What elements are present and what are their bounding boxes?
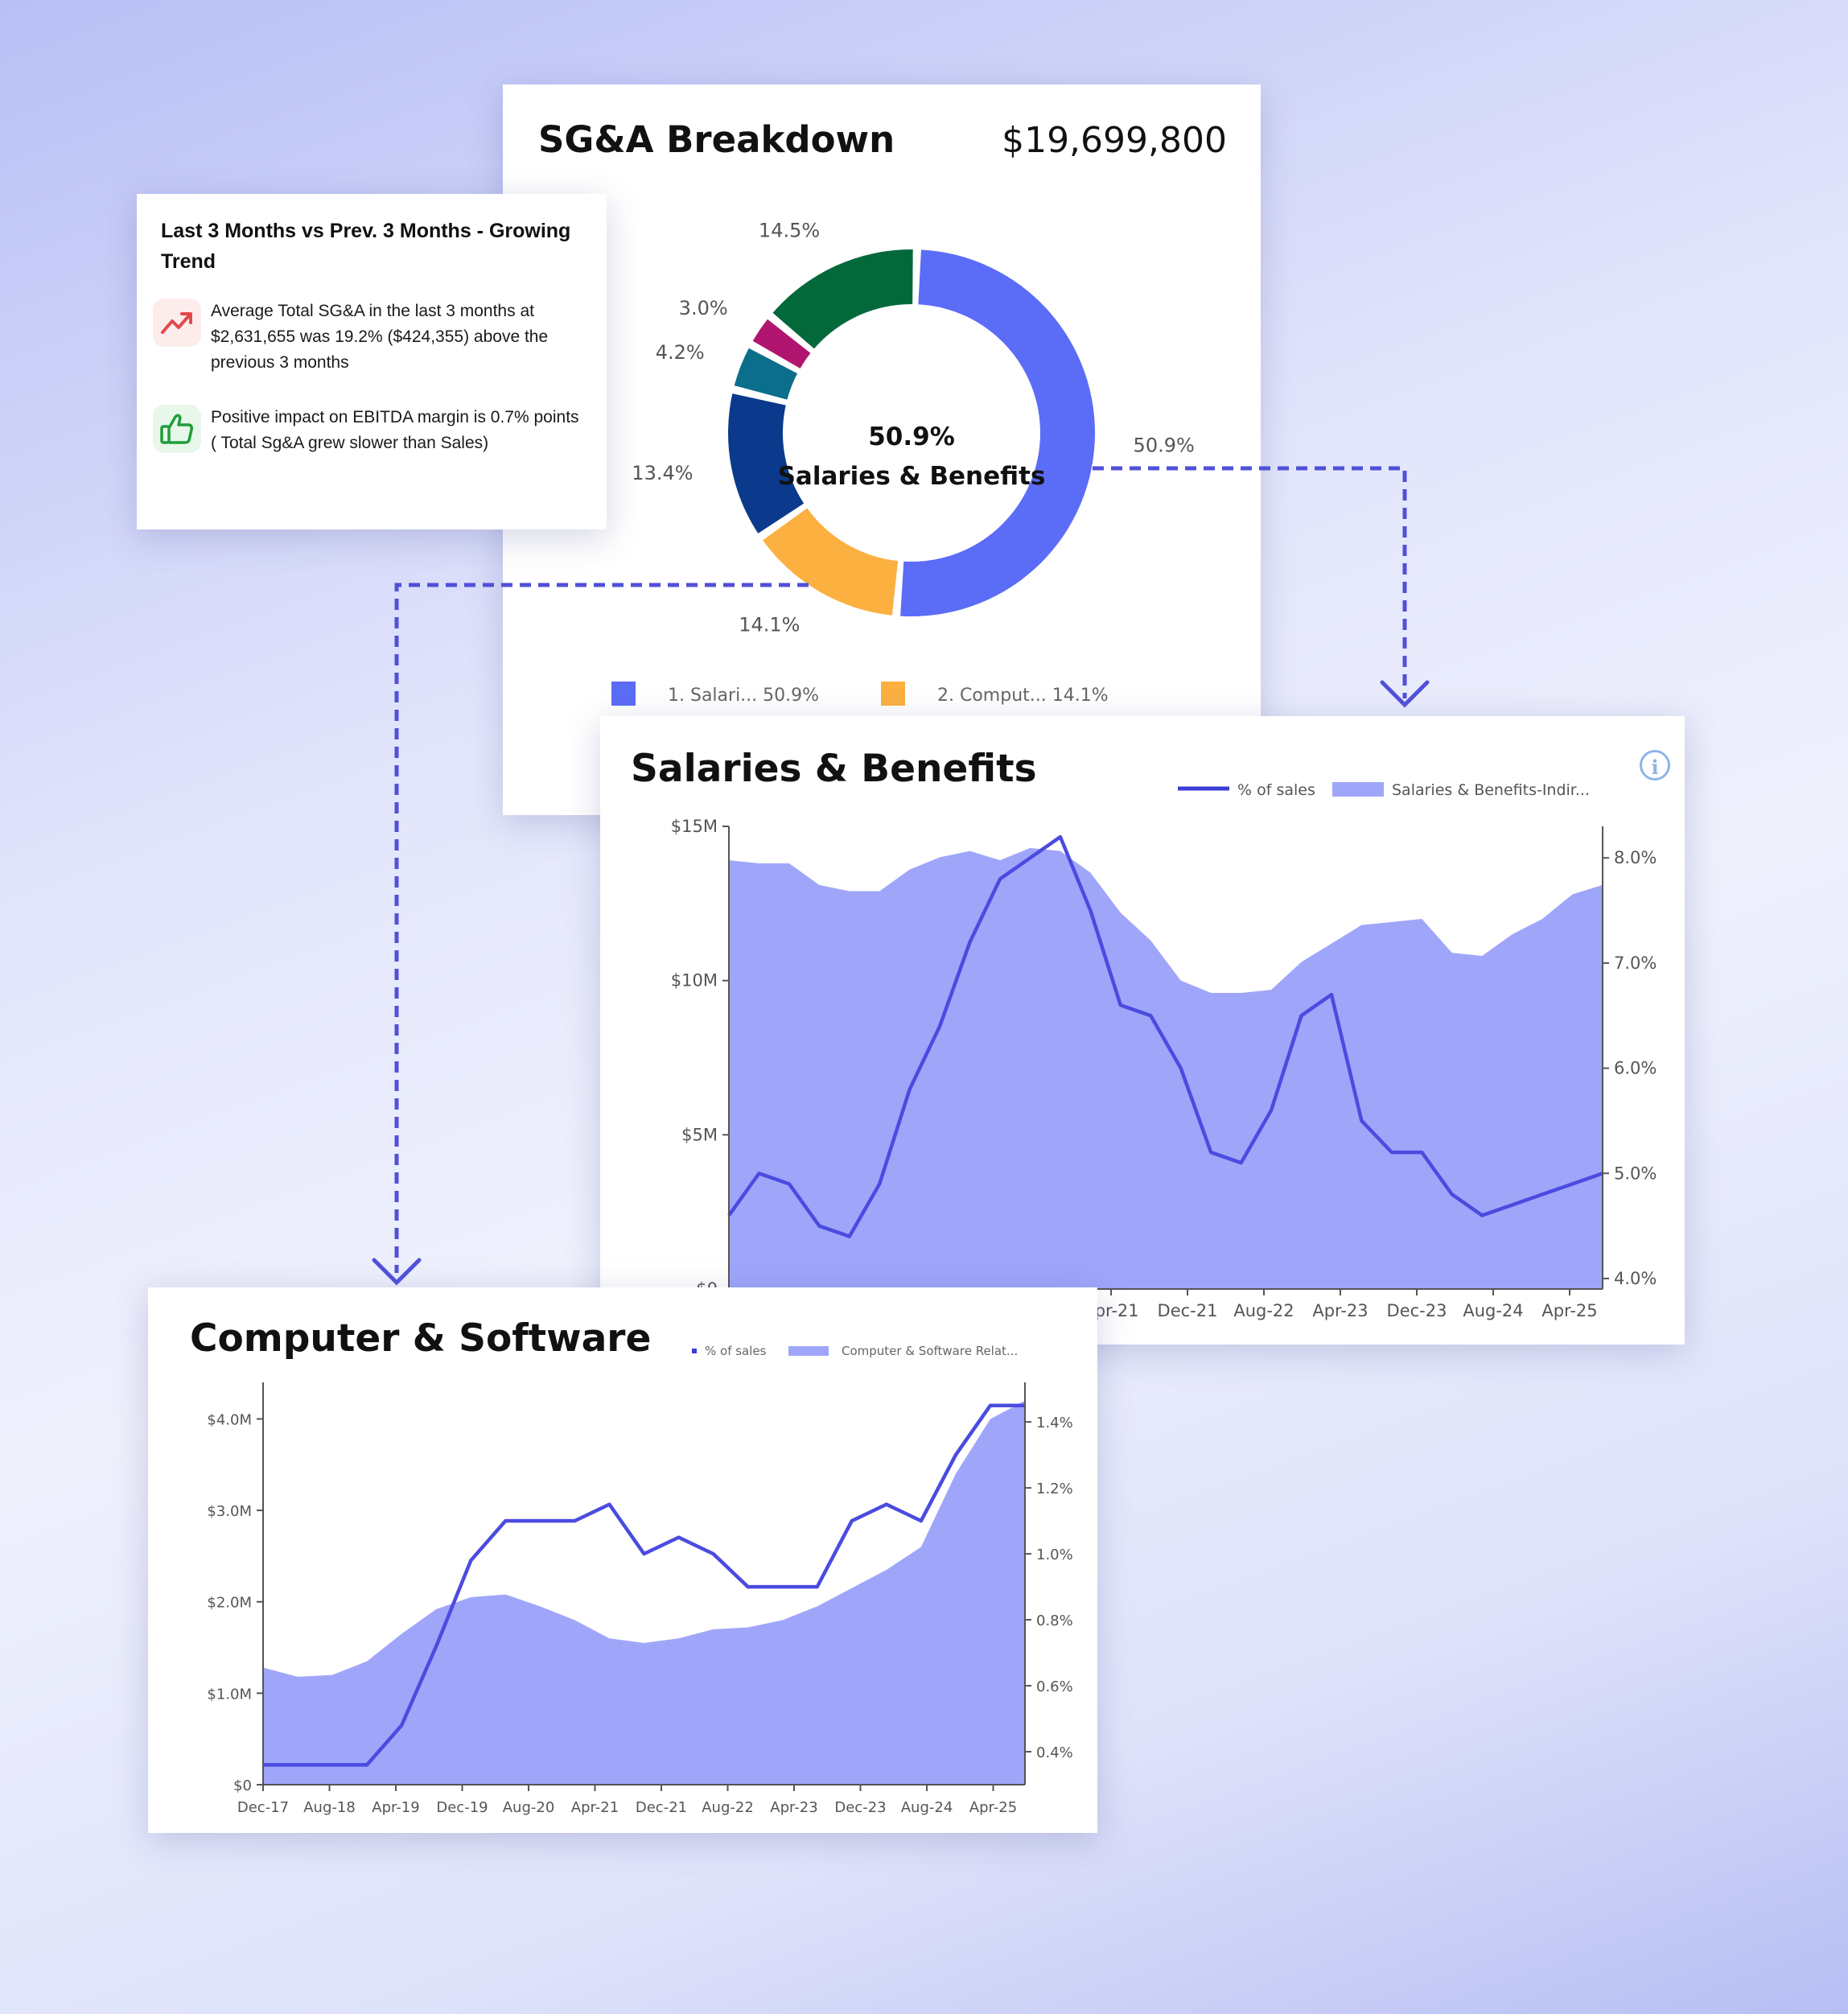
info-icon[interactable]: i: [1640, 750, 1670, 780]
sga-breakdown-title: SG&A Breakdown: [538, 118, 895, 161]
salaries-benefits-chart: % of sales Salaries & Benefits-Indir... …: [671, 781, 1657, 1320]
x-tick-label: Aug-20: [503, 1799, 555, 1816]
thumbs-up-icon: [153, 405, 201, 453]
donut-slice-label: 4.2%: [656, 341, 705, 364]
insight-item: Average Total SG&A in the last 3 months …: [153, 299, 587, 376]
x-tick-label: Dec-23: [1387, 1301, 1447, 1320]
sga-total-value: $19,699,800: [1002, 120, 1227, 161]
donut-slice: [763, 508, 899, 616]
x-tick-label: Dec-21: [1158, 1301, 1218, 1320]
x-tick-label: Apr-19: [372, 1799, 419, 1816]
donut-slice-label: 14.5%: [759, 220, 820, 242]
donut-slice: [772, 249, 913, 349]
donut-slice: [752, 319, 811, 369]
x-tick-label: Aug-18: [303, 1799, 356, 1816]
x-tick-label: Dec-21: [636, 1799, 687, 1816]
legend-label: Computer & Software Relat...: [842, 1344, 1018, 1358]
line-series: [727, 834, 1603, 1238]
x-tick-label: Apr-21: [571, 1799, 619, 1816]
legend-label: 2. Comput... 14.1%: [937, 686, 1109, 706]
y-tick-label: 1.0%: [1036, 1547, 1073, 1563]
y-tick-label: 6.0%: [1614, 1059, 1657, 1078]
y-tick-label: 0.6%: [1036, 1678, 1073, 1695]
chart-legend: % of sales Salaries & Benefits-Indir...: [1178, 781, 1590, 799]
y-tick-label: 1.4%: [1036, 1415, 1073, 1431]
legend-swatch: [881, 682, 905, 706]
x-tick-label: Apr-25: [969, 1799, 1017, 1816]
x-tick-label: Dec-19: [436, 1799, 488, 1816]
donut-center-value: 50.9%: [868, 422, 955, 451]
salaries-benefits-card: Salaries & Benefits i % of sales Salarie…: [600, 716, 1685, 1345]
legend-area-swatch: [1332, 782, 1384, 797]
legend-area-swatch: [788, 1346, 829, 1356]
donut-slice: [734, 348, 798, 400]
y-tick-label: $4.0M: [207, 1411, 252, 1428]
insight-item: Positive impact on EBITDA margin is 0.7%…: [153, 405, 587, 456]
y-tick-label: $10M: [671, 971, 718, 991]
y-tick-label: 0.4%: [1036, 1744, 1073, 1761]
y-tick-label: 7.0%: [1614, 953, 1657, 973]
area-series: [729, 847, 1603, 1289]
x-tick-label: Apr-23: [770, 1799, 817, 1816]
y-tick-label: $1.0M: [207, 1686, 252, 1703]
legend-line-swatch: [692, 1349, 697, 1353]
x-tick-label: Apr-23: [1312, 1301, 1368, 1320]
x-tick-label: Aug-22: [702, 1799, 754, 1816]
y-tick-label: $0: [233, 1777, 252, 1794]
y-tick-label: 5.0%: [1614, 1164, 1657, 1183]
insights-card: Last 3 Months vs Prev. 3 Months - Growin…: [137, 194, 607, 529]
donut-center-label: Salaries & Benefits: [778, 462, 1046, 491]
x-tick-label: Aug-24: [1463, 1301, 1523, 1320]
y-tick-label: 1.2%: [1036, 1481, 1073, 1497]
sga-donut-chart: 50.9% 14.1% 13.4% 4.2% 3.0% 14.5% 50.9% Salarie…: [611, 220, 1195, 706]
y-tick-label: 0.8%: [1036, 1612, 1073, 1629]
area-series: [263, 1400, 1025, 1785]
x-tick-label: Aug-22: [1233, 1301, 1294, 1320]
computer-software-card: Computer & Software % of sales Computer …: [148, 1287, 1097, 1833]
insight-text: Average Total SG&A in the last 3 months …: [211, 302, 549, 372]
legend-label: Salaries & Benefits-Indir...: [1392, 781, 1590, 799]
trending-up-icon: [153, 299, 201, 347]
donut-slice-label: 50.9%: [1134, 435, 1195, 457]
x-tick-label: Dec-23: [834, 1799, 886, 1816]
y-tick-label: 8.0%: [1614, 848, 1657, 867]
insight-text: Positive impact on EBITDA margin is 0.7%…: [211, 408, 579, 452]
y-tick-label: $2.0M: [207, 1595, 252, 1612]
legend-swatch: [611, 682, 636, 706]
arrowhead-salaries: [1380, 680, 1430, 708]
legend-label: 1. Salari... 50.9%: [668, 686, 819, 706]
sga-breakdown-card: SG&A Breakdown $19,699,800 50.9% 14.1% 13.…: [503, 84, 1261, 815]
x-tick-label: Apr-25: [1541, 1301, 1597, 1320]
legend-label: % of sales: [1237, 781, 1315, 799]
line-series: [263, 1403, 1025, 1767]
y-tick-label: $5M: [681, 1125, 718, 1144]
insights-title: Last 3 Months vs Prev. 3 Months - Growin…: [161, 220, 571, 273]
y-tick-label: $15M: [671, 817, 718, 836]
donut-slice-label: 13.4%: [632, 462, 693, 484]
donut-slice: [728, 393, 805, 533]
arrowhead-computer: [372, 1258, 422, 1286]
x-tick-label: Dec-17: [237, 1799, 289, 1816]
y-tick-label: $3.0M: [207, 1503, 252, 1520]
computer-software-title: Computer & Software: [190, 1316, 652, 1361]
computer-software-chart: % of sales Computer & Software Relat... …: [207, 1344, 1073, 1816]
x-tick-label: Aug-24: [901, 1799, 953, 1816]
y-tick-label: 4.0%: [1614, 1269, 1657, 1288]
legend-label: % of sales: [705, 1344, 767, 1358]
chart-legend: % of sales Computer & Software Relat...: [692, 1344, 1018, 1358]
donut-slice-label: 3.0%: [679, 297, 728, 319]
donut-slice: [900, 249, 1096, 617]
donut-slice-label: 14.1%: [739, 614, 800, 636]
